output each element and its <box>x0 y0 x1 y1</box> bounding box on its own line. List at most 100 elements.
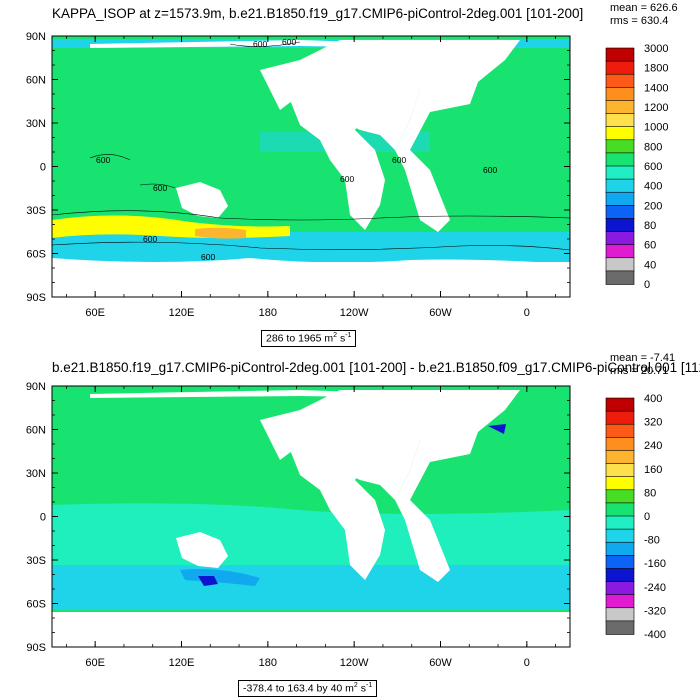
colorbar-label: 0 <box>644 511 650 523</box>
southern-cyan-band <box>52 232 570 262</box>
y-tick-label: 60N <box>26 75 46 87</box>
colorbar-label: 1800 <box>644 63 668 75</box>
colorbar-swatch <box>605 87 635 102</box>
bottom-map-panel: b.e21.B1850.f19_g17.CMIP6-piControl-2deg… <box>0 350 700 700</box>
colorbar-swatch <box>605 270 635 285</box>
contour-label: 600 <box>201 252 215 262</box>
top-mean-stat: mean = 626.6 <box>610 2 678 14</box>
colorbar-label: 80 <box>644 487 656 499</box>
colorbar-swatch <box>605 502 635 517</box>
y-tick-label: 0 <box>40 162 46 174</box>
colorbar-label: 1200 <box>644 102 668 114</box>
top-range-box: 286 to 1965 m2 s-1 <box>261 330 357 347</box>
x-tick-label: 120W <box>340 307 369 319</box>
colorbar-swatch <box>605 423 635 439</box>
colorbar-swatch <box>605 450 635 465</box>
colorbar-swatch <box>605 113 635 128</box>
x-tick-label: 120E <box>169 657 195 669</box>
top-map-svg: 600 600 600 600 600 600 600 600 600 90N6… <box>26 31 669 319</box>
colorbar-swatch <box>605 139 635 154</box>
colorbar-swatch <box>605 205 635 220</box>
colorbar-swatch <box>605 73 635 89</box>
colorbar-swatch <box>605 463 635 478</box>
labrador-patch <box>488 424 506 434</box>
top-range-sup2: -1 <box>345 332 352 339</box>
colorbar-swatch <box>605 47 635 62</box>
y-tick-label: 90S <box>26 292 46 304</box>
bottom-range-text: -378.4 to 163.4 by 40 m <box>243 682 354 695</box>
colorbar-swatch <box>605 257 635 272</box>
bottom-colorbar: 400 320 240 160 80 0 -80 -160 -240 -320 -400 <box>605 393 666 641</box>
colorbar-swatch <box>605 620 635 635</box>
colorbar-label: 1400 <box>644 82 668 94</box>
colorbar-swatch <box>605 489 635 504</box>
antarctica-land <box>52 262 570 297</box>
bottom-map-svg: 90N 60N 30N 0 30S 60S 90S 60E 120E 180 120W 60W 0 40… <box>26 381 666 669</box>
x-tick-label: 60W <box>429 657 452 669</box>
colorbar-label: 600 <box>644 161 662 173</box>
bottom-rms-stat: rms = 20.71 <box>610 365 669 377</box>
colorbar-label: 3000 <box>644 43 668 55</box>
antarctica-land <box>52 612 570 647</box>
top-range-text: 286 to 1965 m <box>266 332 334 345</box>
colorbar-label: 60 <box>644 240 656 252</box>
top-axes: 90N 60N 30N 0 30S 60S 90S 60E 120E 180 120W 60W 0 <box>26 31 570 319</box>
y-tick-label: 90N <box>26 381 46 393</box>
colorbar-swatch <box>605 100 635 115</box>
colorbar-label: 0 <box>644 279 650 291</box>
x-tick-label: 120E <box>169 307 195 319</box>
x-tick-label: 180 <box>259 657 277 669</box>
colorbar-swatch <box>605 410 635 426</box>
southern-blue-patch <box>180 569 260 586</box>
bottom-range-tail: s <box>357 682 366 695</box>
colorbar-swatch <box>605 476 635 491</box>
colorbar-swatch <box>605 568 635 583</box>
contour-label: 600 <box>143 234 157 244</box>
colorbar-swatch <box>605 555 635 570</box>
colorbar-label: 80 <box>644 220 656 232</box>
colorbar-label: 400 <box>644 393 662 405</box>
top-map-panel: KAPPA_ISOP at z=1573.9m, b.e21.B1850.f19… <box>26 2 678 347</box>
colorbar-swatch <box>605 152 635 167</box>
colorbar-swatch <box>605 126 635 141</box>
colorbar-swatch <box>605 165 635 180</box>
x-tick-label: 60E <box>85 657 105 669</box>
americas-land <box>290 52 425 230</box>
colorbar-label: 40 <box>644 259 656 271</box>
y-tick-label: 0 <box>40 512 46 524</box>
contour-label: 600 <box>340 174 354 184</box>
x-tick-label: 60W <box>429 307 452 319</box>
contour-label: 600 <box>96 155 110 165</box>
colorbar-label: -320 <box>644 605 666 617</box>
top-rms-stat: rms = 630.4 <box>610 15 669 27</box>
bottom-mean-stat: mean = -7.41 <box>610 352 676 364</box>
colorbar-label: -160 <box>644 558 666 570</box>
colorbar-label: -80 <box>644 535 660 547</box>
southern-cyan-band <box>52 565 570 610</box>
colorbar-swatch <box>605 231 635 246</box>
x-tick-label: 0 <box>524 307 530 319</box>
colorbar-swatch <box>605 60 635 76</box>
colorbar-swatch <box>605 594 635 609</box>
colorbar-swatch <box>605 218 635 233</box>
australia-land <box>176 532 228 568</box>
colorbar-swatch <box>605 607 635 622</box>
y-tick-label: 30S <box>26 205 46 217</box>
colorbar-label: -400 <box>644 629 666 641</box>
y-tick-label: 30S <box>26 555 46 567</box>
contour-line-2 <box>51 241 571 251</box>
y-tick-label: 60S <box>26 249 46 261</box>
colorbar-swatch <box>605 191 635 207</box>
y-tick-label: 30N <box>26 468 46 480</box>
y-tick-label: 90N <box>26 31 46 43</box>
colorbar-swatch <box>605 581 635 596</box>
colorbar-label: -240 <box>644 582 666 594</box>
x-tick-label: 120W <box>340 657 369 669</box>
colorbar-label: 160 <box>644 464 662 476</box>
southern-dark-patch <box>198 576 218 586</box>
x-tick-label: 60E <box>85 307 105 319</box>
contour-label: 600 <box>483 165 497 175</box>
colorbar-label: 1000 <box>644 122 668 134</box>
x-tick-label: 0 <box>524 657 530 669</box>
